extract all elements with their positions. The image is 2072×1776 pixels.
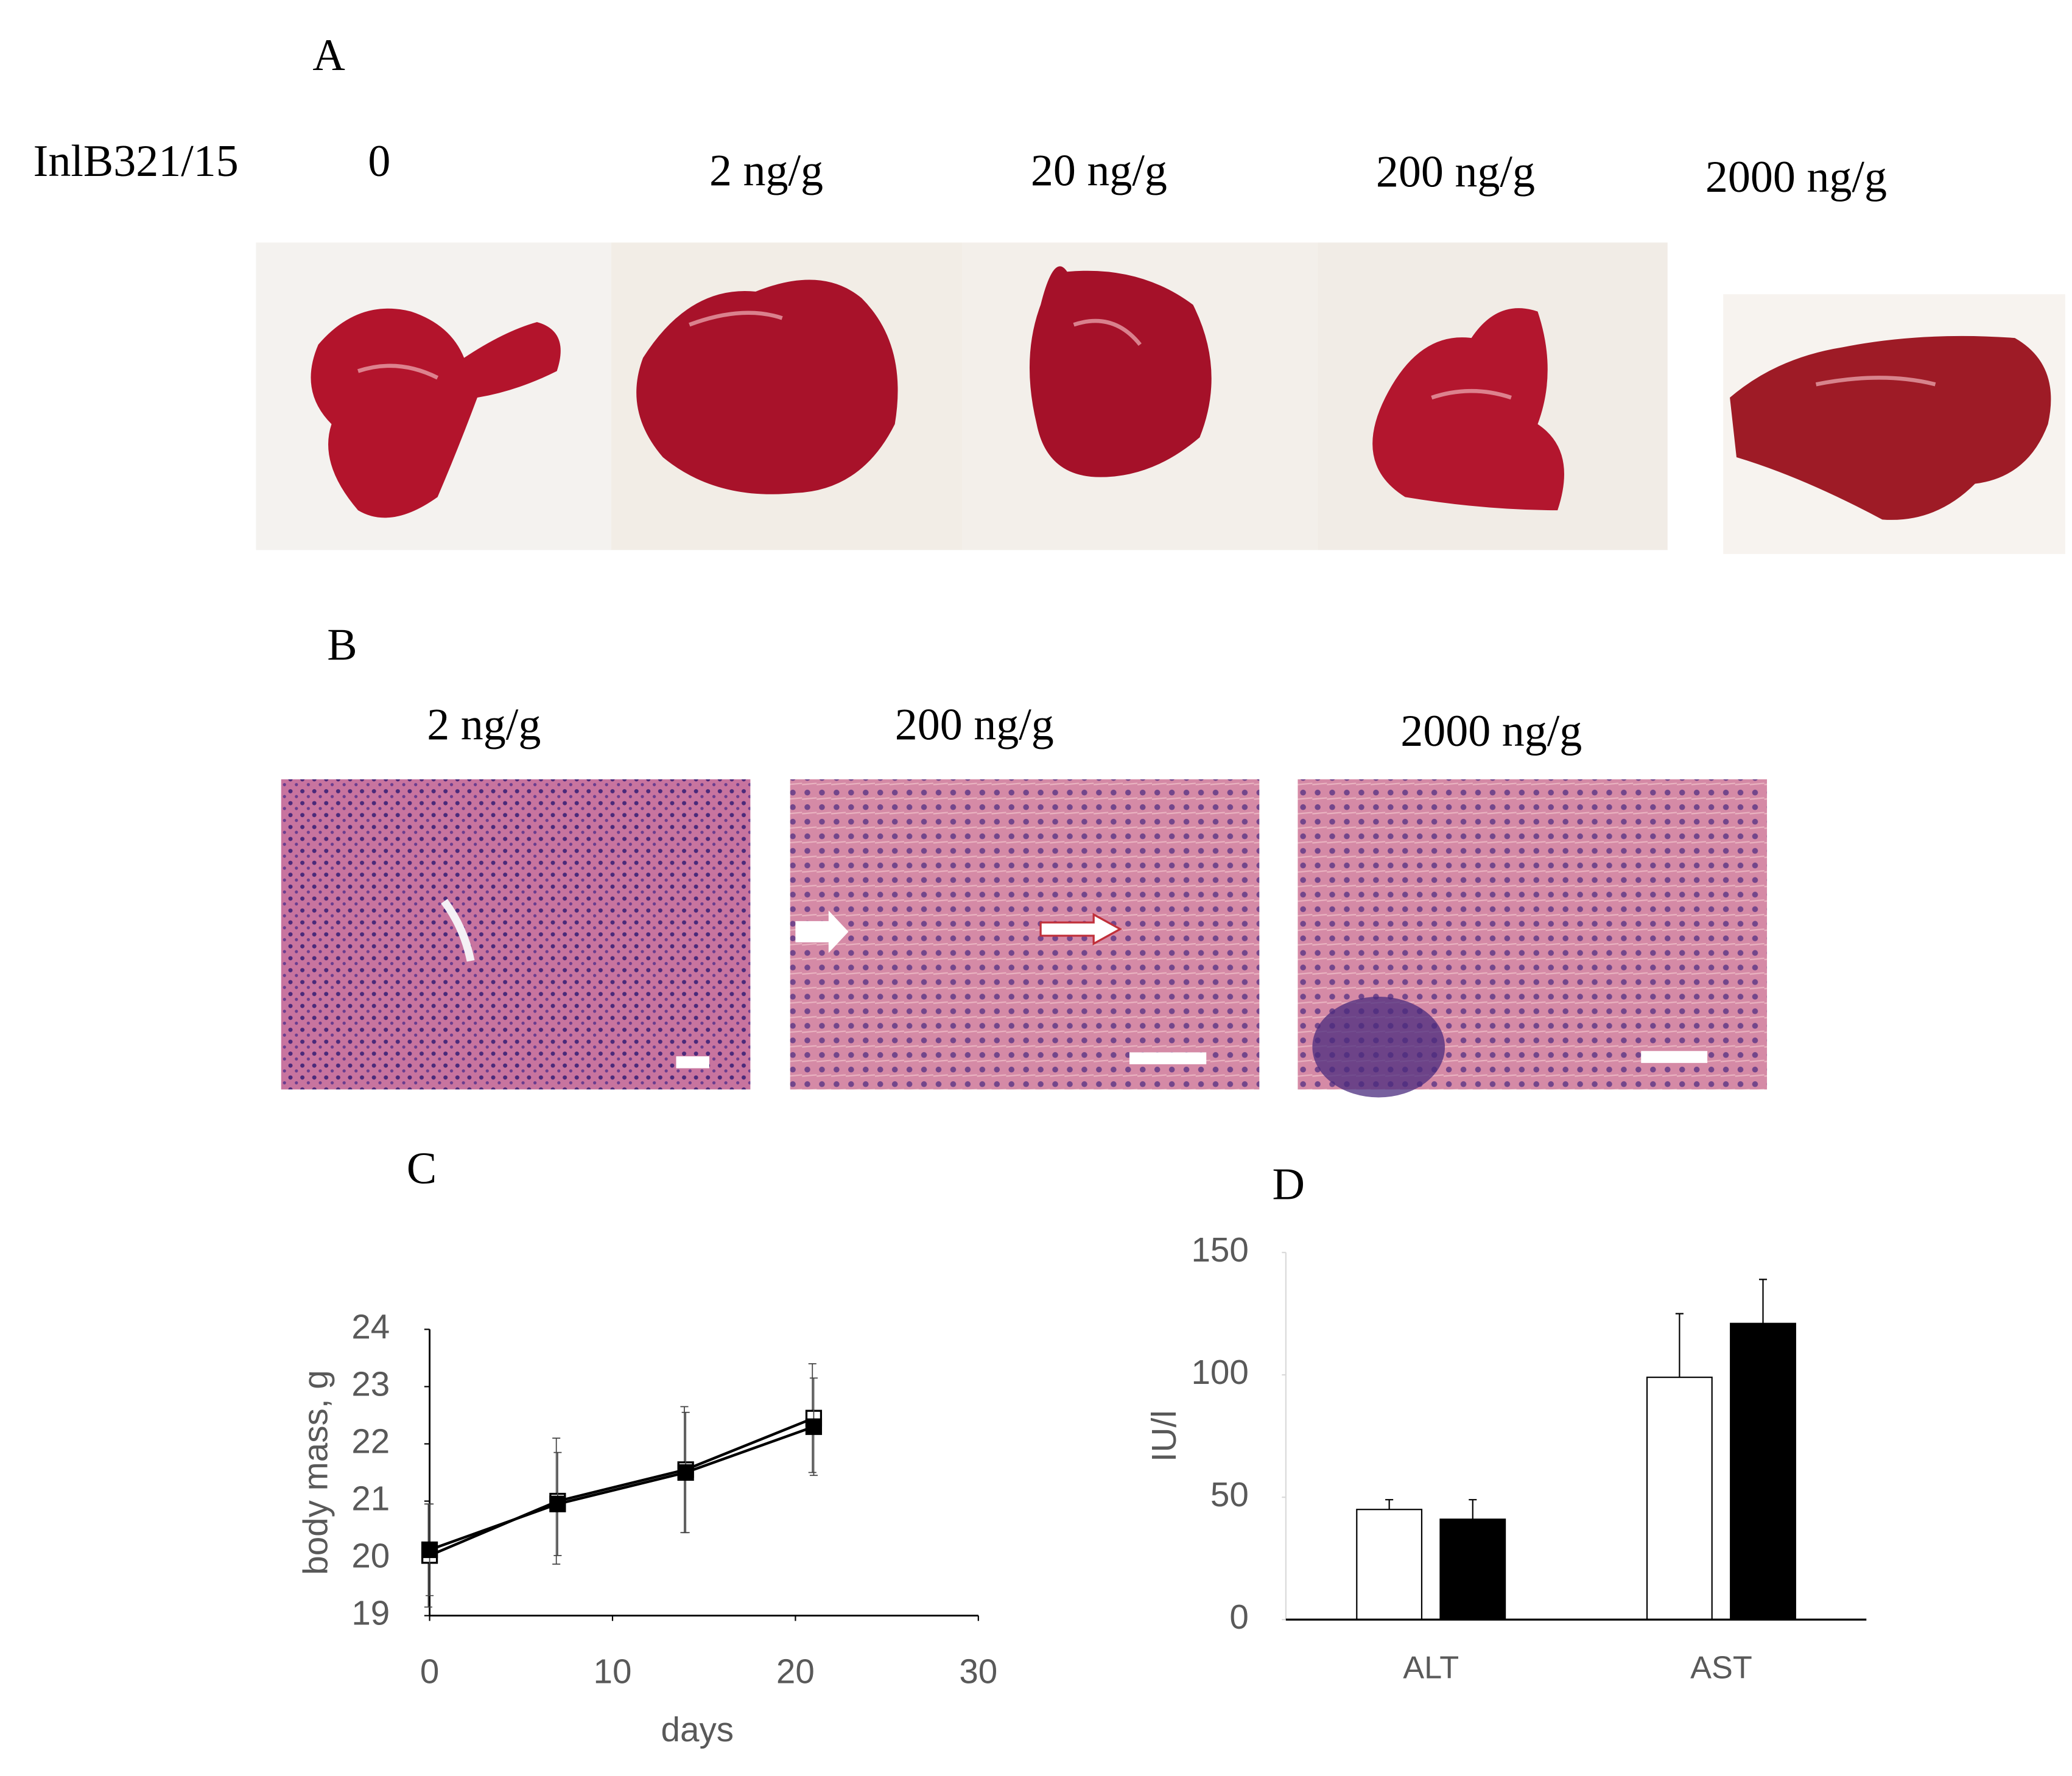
bar [1356, 1509, 1423, 1621]
x-tick-label: AST [1690, 1651, 1752, 1686]
dose-label: 200 ng/g [895, 700, 1054, 749]
y-axis-label: IU/l [1145, 1410, 1183, 1462]
series-line [429, 1425, 815, 1551]
x-tick-label: 30 [959, 1652, 997, 1690]
panel-label: B [327, 620, 357, 670]
error-bar [1675, 1313, 1684, 1378]
y-tick-label: 50 [1210, 1475, 1249, 1514]
y-tick-label: 100 [1191, 1353, 1248, 1391]
compound-label: InlB321/15 [33, 136, 239, 186]
x-axis-label: days [661, 1710, 734, 1749]
y-tick-label: 20 [351, 1537, 390, 1575]
x-tick-label: 20 [776, 1652, 815, 1690]
x-tick-label: ALT [1403, 1651, 1459, 1686]
bar [1439, 1518, 1506, 1621]
x-tick-label: 10 [594, 1652, 632, 1690]
dose-label: 20 ng/g [1031, 146, 1167, 195]
bar [1646, 1377, 1713, 1621]
y-tick-label: 19 [351, 1594, 390, 1632]
point [677, 1464, 694, 1481]
y-tick-label: 21 [351, 1479, 390, 1517]
dose-label: 2000 ng/g [1705, 152, 1887, 202]
y-axis-label: body mass, g [297, 1370, 335, 1575]
dose-label: 2 ng/g [709, 146, 823, 195]
liver-photos [256, 242, 2065, 554]
error-bar [1758, 1279, 1768, 1324]
y-tick-label: 23 [351, 1364, 390, 1403]
panel-label: C [407, 1144, 437, 1194]
y-tick-label: 22 [351, 1422, 390, 1460]
error-bar [1385, 1499, 1394, 1510]
dose-label: 200 ng/g [1376, 147, 1535, 197]
y-tick-label: 150 [1191, 1230, 1248, 1269]
panel-label: A [312, 30, 345, 80]
point [549, 1495, 566, 1512]
error-bar [1469, 1499, 1477, 1520]
dose-label: 0 [368, 136, 390, 186]
series-line [429, 1417, 815, 1557]
y-tick-label: 0 [1229, 1598, 1248, 1636]
x-tick-label: 0 [420, 1652, 439, 1690]
histology-images [281, 779, 1768, 1098]
dose-label: 2000 ng/g [1400, 706, 1582, 756]
panel-label: D [1272, 1160, 1304, 1210]
dose-label: 2 ng/g [427, 700, 541, 749]
point [421, 1541, 438, 1559]
bar [1730, 1322, 1796, 1621]
y-tick-label: 24 [351, 1307, 390, 1346]
point [805, 1418, 823, 1435]
